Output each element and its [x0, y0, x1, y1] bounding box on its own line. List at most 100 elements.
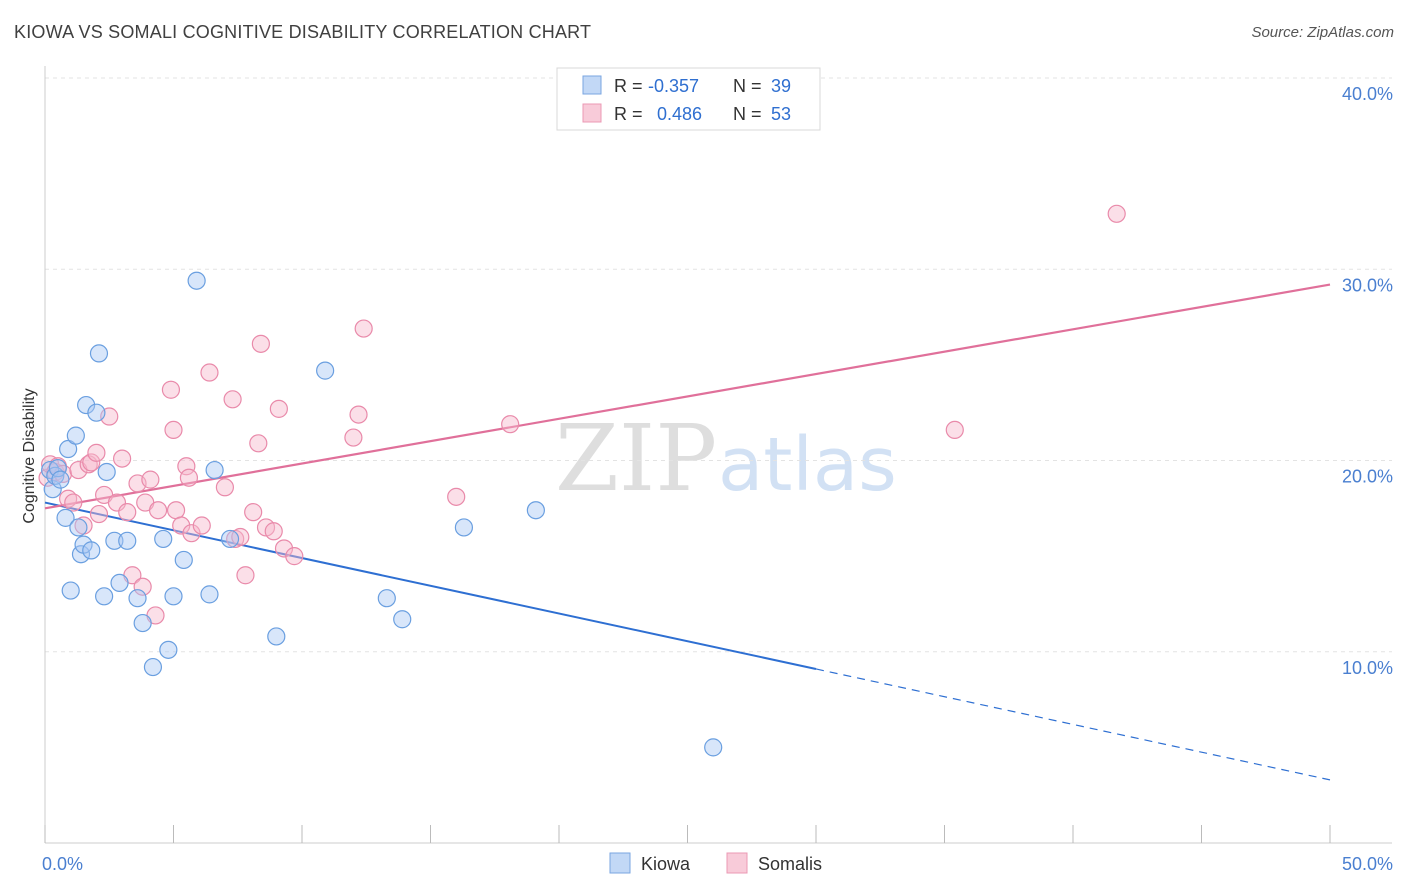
somali-point-30 [179, 468, 199, 487]
somali-point-41 [251, 334, 270, 353]
bottom-legend-somali-label: Somalis [758, 854, 822, 874]
kiowa-point-12 [77, 395, 96, 415]
somali-point-39 [244, 503, 263, 522]
somali-point-26 [164, 420, 183, 439]
somali-point-48 [349, 405, 368, 424]
legend-kiowa-r-value: -0.357 [648, 76, 699, 96]
watermark-atlas: atlas [718, 422, 897, 508]
legend-somali-r-value: 0.486 [657, 104, 702, 124]
kiowa-point-18 [105, 531, 124, 550]
kiowa-point-24 [154, 529, 173, 549]
kiowa-point-33 [316, 361, 335, 380]
somali-point-40 [249, 434, 268, 453]
legend-kiowa-r-label: R = [614, 76, 643, 96]
somali-point-11 [87, 443, 106, 462]
kiowa-point-34 [377, 589, 396, 608]
y-axis-label: Cognitive Disability [21, 388, 38, 523]
x-tick-label-1: 50.0% [1342, 854, 1393, 874]
somali-point-53 [1107, 204, 1126, 223]
somali-point-24 [148, 501, 168, 520]
kiowa-point-29 [200, 585, 219, 604]
somali-point-16 [112, 449, 132, 468]
y-tick-label-0: 10.0% [1342, 658, 1393, 678]
kiowa-point-38 [704, 738, 723, 757]
somali-point-43 [264, 522, 283, 541]
kiowa-trend-extension [815, 668, 1331, 781]
kiowa-point-37 [526, 501, 545, 520]
kiowa-point-36 [454, 518, 474, 537]
somali-point-29 [177, 457, 196, 476]
somali-point-27 [166, 501, 186, 520]
kiowa-point-21 [128, 589, 147, 608]
kiowa-point-20 [118, 531, 137, 550]
somali-point-20 [133, 577, 152, 596]
kiowa-point-14 [87, 403, 106, 422]
somali-point-6 [64, 493, 83, 512]
kiowa-point-3 [48, 459, 67, 478]
somali-point-46 [285, 547, 304, 566]
chart-title: KIOWA VS SOMALI COGNITIVE DISABILITY COR… [14, 22, 592, 42]
y-tick-label-3: 40.0% [1342, 84, 1393, 104]
somali-point-47 [344, 428, 363, 447]
legend-somali-n-value: 53 [771, 104, 791, 124]
legend-somali-n-label: N = [733, 104, 762, 124]
kiowa-trend-line [44, 501, 817, 670]
kiowa-point-25 [159, 640, 178, 659]
stats-legend: R = -0.357 N = 39 R = 0.486 N = 53 [556, 67, 821, 131]
somali-point-49 [354, 319, 373, 338]
bottom-legend-swatch-somali [726, 852, 748, 874]
kiowa-point-35 [393, 610, 412, 629]
somali-point-45 [274, 539, 294, 558]
kiowa-point-27 [174, 550, 193, 570]
somali-point-28 [172, 516, 191, 535]
legend-swatch-somali [582, 103, 602, 123]
somali-point-32 [192, 516, 211, 535]
legend-somali-r-label: R = [614, 104, 643, 124]
kiowa-point-8 [66, 426, 85, 445]
kiowa-point-15 [89, 344, 109, 363]
kiowa-point-7 [61, 581, 80, 600]
legend-kiowa-n-label: N = [733, 76, 762, 96]
kiowa-point-13 [82, 541, 101, 560]
y-tick-label-2: 30.0% [1342, 275, 1393, 295]
grid-lines [45, 77, 1392, 653]
kiowa-point-28 [187, 271, 206, 290]
somali-point-10 [82, 453, 101, 472]
somali-point-35 [223, 390, 242, 409]
chart-source: Source: ZipAtlas.com [1251, 24, 1394, 41]
somali-point-17 [118, 503, 137, 522]
kiowa-point-9 [69, 518, 88, 537]
axes [44, 66, 1392, 844]
kiowa-point-1 [43, 480, 62, 499]
somali-point-25 [161, 380, 181, 399]
somali-point-44 [269, 399, 288, 418]
somali-point-12 [89, 504, 109, 524]
kiowa-point-23 [143, 657, 163, 677]
somali-point-52 [945, 420, 964, 439]
kiowa-point-32 [267, 627, 286, 646]
somali-point-34 [215, 478, 234, 497]
kiowa-point-31 [220, 529, 240, 549]
somali-point-33 [200, 363, 219, 382]
watermark-zip: ZIP [555, 405, 717, 512]
somali-point-38 [236, 566, 255, 585]
kiowa-point-22 [133, 613, 152, 633]
somali-point-22 [141, 470, 160, 489]
legend-kiowa-n-value: 39 [771, 76, 791, 96]
somali-point-50 [447, 487, 466, 506]
legend-swatch-kiowa [582, 75, 602, 95]
kiowa-point-30 [205, 460, 224, 480]
somali-trend-line [44, 283, 1331, 510]
kiowa-point-19 [110, 573, 129, 593]
kiowa-point-6 [59, 439, 78, 459]
kiowa-point-5 [56, 508, 75, 527]
y-tick-label-1: 20.0% [1342, 467, 1393, 487]
kiowa-point-16 [95, 587, 114, 606]
bottom-legend-kiowa-label: Kiowa [641, 854, 691, 874]
somali-point-51 [501, 415, 520, 434]
kiowa-point-4 [51, 470, 70, 489]
data-points [38, 204, 1126, 757]
kiowa-point-17 [97, 462, 116, 482]
bottom-legend-swatch-kiowa [609, 852, 631, 874]
